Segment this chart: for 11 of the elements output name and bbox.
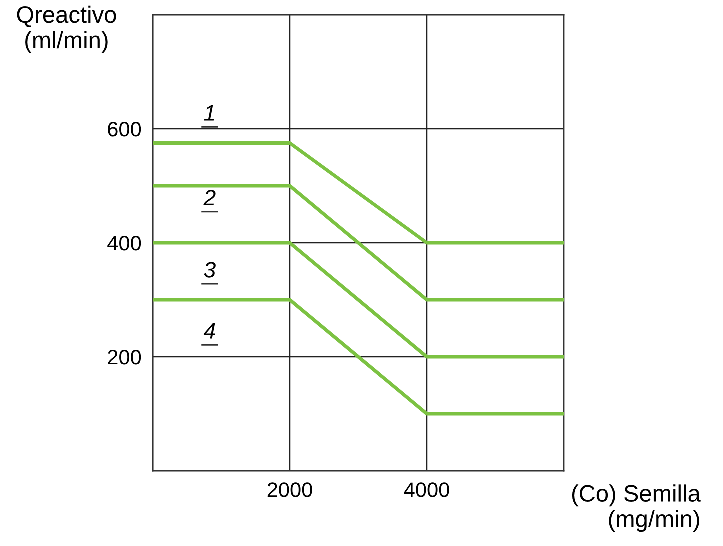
annotation: 2 — [204, 190, 216, 206]
annotation: 4 — [204, 323, 216, 339]
annotation: 3 — [204, 262, 216, 278]
x-tick-label: 2000 — [268, 482, 312, 498]
x-axis-title: (Co) Semilla (mg/min) — [572, 484, 701, 532]
annotation: 1 — [204, 105, 214, 121]
x-tick-label: 4000 — [404, 482, 450, 498]
y-tick-label: 600 — [108, 122, 142, 137]
y-tick-label: 200 — [108, 350, 142, 365]
y-axis-title: Qreactivo (ml/min) — [17, 6, 116, 54]
y-tick-label: 400 — [108, 236, 142, 251]
